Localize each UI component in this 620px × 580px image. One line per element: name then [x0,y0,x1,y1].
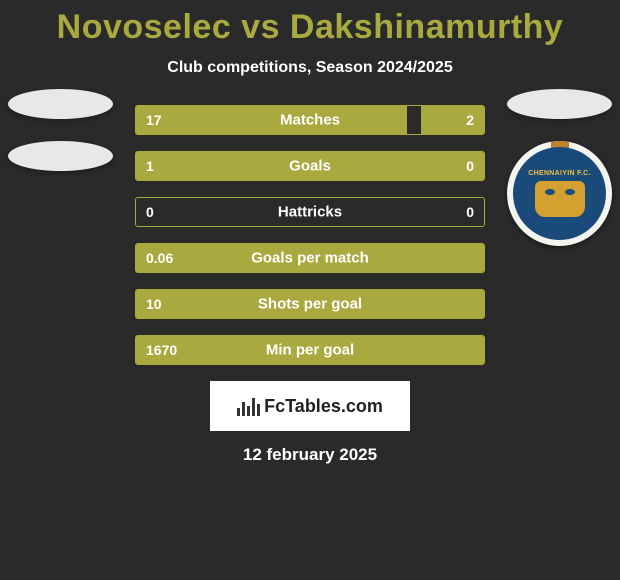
stat-value-right: 0 [466,158,474,174]
left-player-badges [8,89,113,193]
stat-value-left: 1 [146,158,154,174]
club-logo-inner: CHENNAIYIN F.C. [513,147,606,240]
fctables-branding[interactable]: FcTables.com [210,381,410,431]
right-player-badges: CHENNAIYIN F.C. [507,89,612,246]
stat-bar: Min per goal 1670 [135,335,485,365]
club-logo-mascot [535,181,585,217]
comparison-area: CHENNAIYIN F.C. Matches172Goals10Hattric… [0,105,620,365]
stat-value-left: 17 [146,112,162,128]
stat-bars: Matches172Goals10Hattricks00Goals per ma… [135,105,485,365]
left-player-badge-1 [8,89,113,119]
fctables-text: FcTables.com [264,396,383,417]
stat-label: Matches [280,112,340,129]
stat-value-left: 0 [146,204,154,220]
stat-bar: Matches 17 2 [135,105,485,135]
stat-label: Min per goal [266,342,354,359]
stat-value-left: 1670 [146,342,177,358]
left-player-badge-2 [8,141,113,171]
stat-row: Hattricks 0 0 [135,197,485,227]
stat-bar: Shots per goal 10 [135,289,485,319]
page-title: Novoselec vs Dakshinamurthy [0,0,620,47]
stat-bar: Goals per match 0.06 [135,243,485,273]
right-club-logo: CHENNAIYIN F.C. [507,141,612,246]
stat-fill-right [421,106,484,134]
bar-chart-icon [237,396,260,416]
comparison-card: Novoselec vs Dakshinamurthy Club competi… [0,0,620,580]
stat-label: Hattricks [278,204,342,221]
stat-value-left: 10 [146,296,162,312]
stat-label: Goals [289,158,331,175]
date-label: 12 february 2025 [0,445,620,465]
stat-label: Goals per match [251,250,369,267]
stat-row: Min per goal 1670 [135,335,485,365]
stat-row: Goals 1 0 [135,151,485,181]
stat-value-left: 0.06 [146,250,173,266]
stat-row: Goals per match 0.06 [135,243,485,273]
stat-bar: Hattricks 0 0 [135,197,485,227]
stat-row: Matches 17 2 [135,105,485,135]
stat-label: Shots per goal [258,296,362,313]
stat-row: Shots per goal 10 [135,289,485,319]
stat-value-right: 0 [466,204,474,220]
club-logo-text: CHENNAIYIN F.C. [528,170,590,177]
stat-value-right: 2 [466,112,474,128]
stat-fill-left [136,106,407,134]
subtitle: Club competitions, Season 2024/2025 [0,59,620,77]
right-player-badge-1 [507,89,612,119]
stat-bar: Goals 1 0 [135,151,485,181]
